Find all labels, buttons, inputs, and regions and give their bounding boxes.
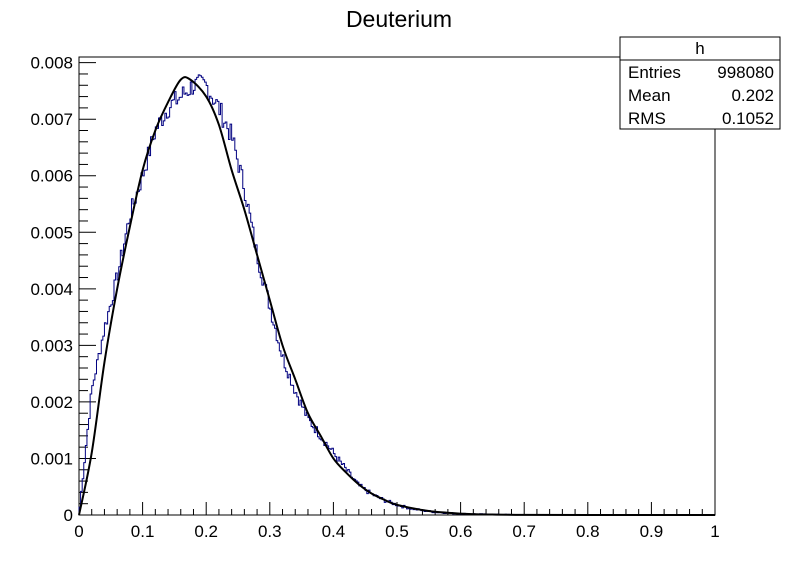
y-tick-label: 0.002	[30, 393, 73, 412]
stats-value-entries: 998080	[717, 63, 774, 82]
x-tick-label: 1	[710, 522, 719, 541]
x-tick-label: 0.5	[385, 522, 409, 541]
x-tick-label: 0.2	[194, 522, 218, 541]
x-tick-label: 0.9	[640, 522, 664, 541]
y-axis: 0 0.001 0.002 0.003 0.004 0.005 0.006 0.007 0.00…	[30, 54, 96, 525]
y-tick-label: 0.005	[30, 223, 73, 242]
stats-box-name: h	[695, 39, 704, 58]
x-tick-label: 0.6	[449, 522, 473, 541]
y-tick-label: 0.008	[30, 54, 73, 73]
y-tick-label: 0.006	[30, 167, 73, 186]
fit-curve-series	[78, 76, 716, 517]
y-tick-label: 0	[64, 506, 73, 525]
x-axis: 0 0.1 0.2 0.3 0.4 0.5 0.6 0.7 0.8 0.9 1	[74, 502, 720, 541]
y-tick-label: 0.001	[30, 449, 73, 468]
y-tick-label: 0.007	[30, 110, 73, 129]
histogram-series	[78, 74, 715, 516]
x-tick-label: 0	[74, 522, 83, 541]
x-tick-label: 0.4	[322, 522, 346, 541]
stats-value-rms: 0.1052	[722, 109, 774, 128]
chart-title: Deuterium	[346, 6, 452, 32]
y-tick-label: 0.003	[30, 336, 73, 355]
stats-label-mean: Mean	[628, 86, 671, 105]
stats-box-frame	[619, 36, 781, 130]
x-tick-label: 0.3	[258, 522, 282, 541]
x-tick-label: 0.8	[576, 522, 600, 541]
stats-box: h Entries 998080 Mean 0.202 RMS 0.1052	[619, 36, 781, 130]
y-tick-label: 0.004	[30, 280, 73, 299]
stats-label-rms: RMS	[628, 109, 666, 128]
stats-value-mean: 0.202	[731, 86, 774, 105]
x-tick-label: 0.1	[131, 522, 155, 541]
plot-layer	[78, 74, 716, 517]
x-tick-label: 0.7	[512, 522, 536, 541]
stats-label-entries: Entries	[628, 63, 681, 82]
